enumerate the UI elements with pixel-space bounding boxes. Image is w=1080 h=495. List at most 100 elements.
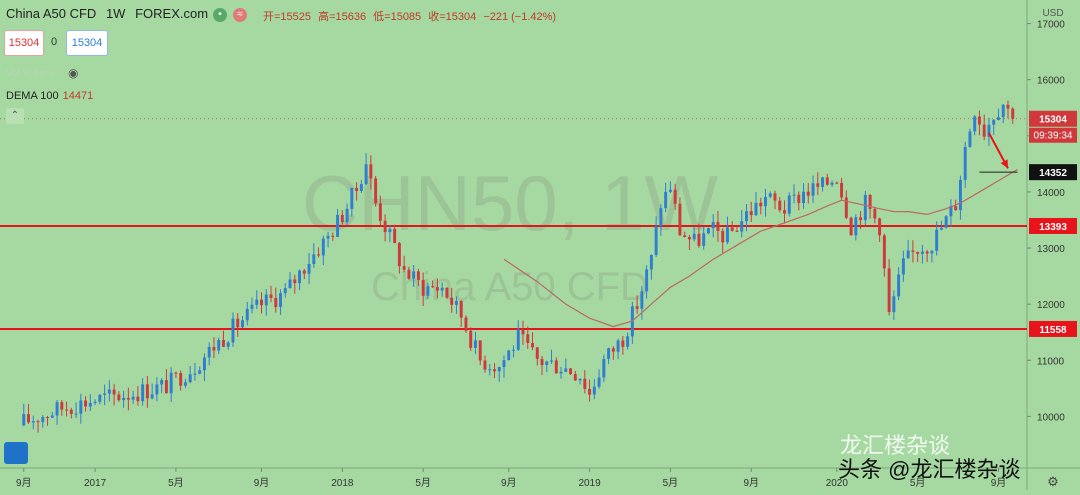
candle-body bbox=[526, 334, 530, 344]
candle-body bbox=[645, 269, 649, 292]
candle-body bbox=[336, 214, 340, 237]
candle-body bbox=[702, 233, 706, 246]
volume-indicator-label[interactable]: Vol Volume bbox=[6, 68, 57, 79]
candle-body bbox=[435, 287, 439, 291]
candle-body bbox=[445, 287, 449, 298]
candle-body bbox=[236, 318, 240, 328]
candle-body bbox=[454, 300, 458, 305]
price-tag-bg bbox=[1029, 164, 1077, 181]
candle-body bbox=[497, 367, 501, 372]
candle-body bbox=[673, 189, 677, 204]
candle-body bbox=[545, 361, 549, 366]
candle-body bbox=[60, 402, 64, 410]
candle-body bbox=[98, 394, 102, 402]
candle-body bbox=[754, 202, 758, 216]
symbol-name[interactable]: China A50 CFD bbox=[6, 6, 97, 21]
x-tick-label: 2020 bbox=[826, 478, 849, 489]
candle-body bbox=[507, 350, 511, 361]
source-label: FOREX.com bbox=[135, 6, 209, 21]
candle-body bbox=[949, 206, 953, 217]
candle-body bbox=[46, 417, 50, 419]
candle-body bbox=[183, 382, 187, 386]
candle-body bbox=[493, 369, 496, 372]
candle-body bbox=[616, 340, 620, 352]
candle-body bbox=[802, 191, 806, 204]
x-tick-label: 9月 bbox=[254, 477, 270, 489]
dema-line bbox=[503, 168, 1018, 328]
spread-value: 0 bbox=[51, 36, 58, 48]
candle-body bbox=[221, 339, 225, 347]
candle-body bbox=[887, 268, 891, 313]
candle-body bbox=[916, 251, 920, 254]
candle-body bbox=[564, 368, 568, 372]
y-tick-label: 16000 bbox=[1037, 76, 1065, 87]
candle-body bbox=[340, 214, 344, 223]
candle-body bbox=[687, 237, 691, 240]
candle-body bbox=[935, 229, 939, 251]
tradingview-logo-icon[interactable] bbox=[4, 442, 28, 464]
sell-button[interactable]: 15304 bbox=[4, 30, 44, 56]
ohlc-readout: 开=15525 高=15636 低=15085 收=15304 −221 (−1… bbox=[263, 8, 560, 24]
candle-body bbox=[41, 417, 45, 423]
candle-body bbox=[355, 187, 359, 192]
candle-body bbox=[882, 235, 886, 269]
eye-icon[interactable]: ◉ bbox=[68, 66, 79, 80]
candle-body bbox=[573, 374, 577, 381]
x-tick-label: 9月 bbox=[501, 477, 517, 489]
candle-body bbox=[977, 116, 981, 125]
candle-body bbox=[982, 124, 986, 137]
candle-body bbox=[958, 179, 962, 211]
candle-body bbox=[359, 184, 363, 192]
candle-body bbox=[264, 294, 268, 306]
candle-body bbox=[987, 124, 991, 137]
candle-body bbox=[231, 318, 235, 343]
buy-button[interactable]: 15304 bbox=[66, 30, 108, 56]
candle-body bbox=[164, 380, 168, 394]
candle-body bbox=[74, 413, 78, 415]
candle-body bbox=[996, 117, 1000, 121]
candle-body bbox=[878, 218, 882, 236]
collapse-legend-icon[interactable]: ⌃ bbox=[6, 108, 24, 124]
candle-body bbox=[659, 208, 663, 227]
candle-body bbox=[421, 279, 425, 296]
candle-body bbox=[787, 195, 791, 214]
candle-body bbox=[635, 306, 639, 309]
candle-body bbox=[126, 397, 130, 400]
candle-body bbox=[431, 286, 435, 288]
candle-body bbox=[920, 251, 924, 254]
x-tick-label: 9月 bbox=[743, 477, 759, 489]
price-tag-countdown: 09:39:34 bbox=[1034, 131, 1073, 142]
candle-body bbox=[31, 421, 35, 423]
candle-body bbox=[816, 183, 820, 187]
candle-body bbox=[825, 177, 829, 185]
candle-body bbox=[778, 200, 782, 211]
dema-indicator-legend[interactable]: DEMA 100 14471 bbox=[6, 90, 93, 102]
level-price-tag: 11558 bbox=[1039, 325, 1067, 336]
candle-body bbox=[706, 228, 710, 234]
x-tick-label: 5月 bbox=[910, 477, 926, 489]
candle-body bbox=[963, 146, 967, 180]
candle-body bbox=[307, 264, 311, 274]
candle-body bbox=[36, 421, 40, 423]
candle-body bbox=[621, 340, 625, 347]
level-price-tag-bg bbox=[1029, 320, 1077, 337]
candle-body bbox=[112, 389, 116, 395]
candle-body bbox=[198, 370, 202, 374]
candle-body bbox=[179, 373, 183, 386]
candle-body bbox=[331, 235, 335, 237]
candle-body bbox=[968, 131, 972, 147]
candle-body bbox=[1001, 104, 1005, 118]
candle-body bbox=[725, 227, 729, 243]
candle-body bbox=[50, 415, 54, 418]
level-price-tag-bg bbox=[1029, 217, 1077, 234]
candle-body bbox=[364, 164, 368, 185]
gear-icon[interactable]: ⚙ bbox=[1047, 474, 1059, 489]
candle-body bbox=[459, 300, 463, 318]
interval-label[interactable]: 1W bbox=[105, 6, 126, 21]
candle-body bbox=[212, 346, 216, 351]
candle-body bbox=[312, 254, 316, 265]
candle-body bbox=[578, 378, 582, 381]
candle-body bbox=[440, 287, 444, 291]
